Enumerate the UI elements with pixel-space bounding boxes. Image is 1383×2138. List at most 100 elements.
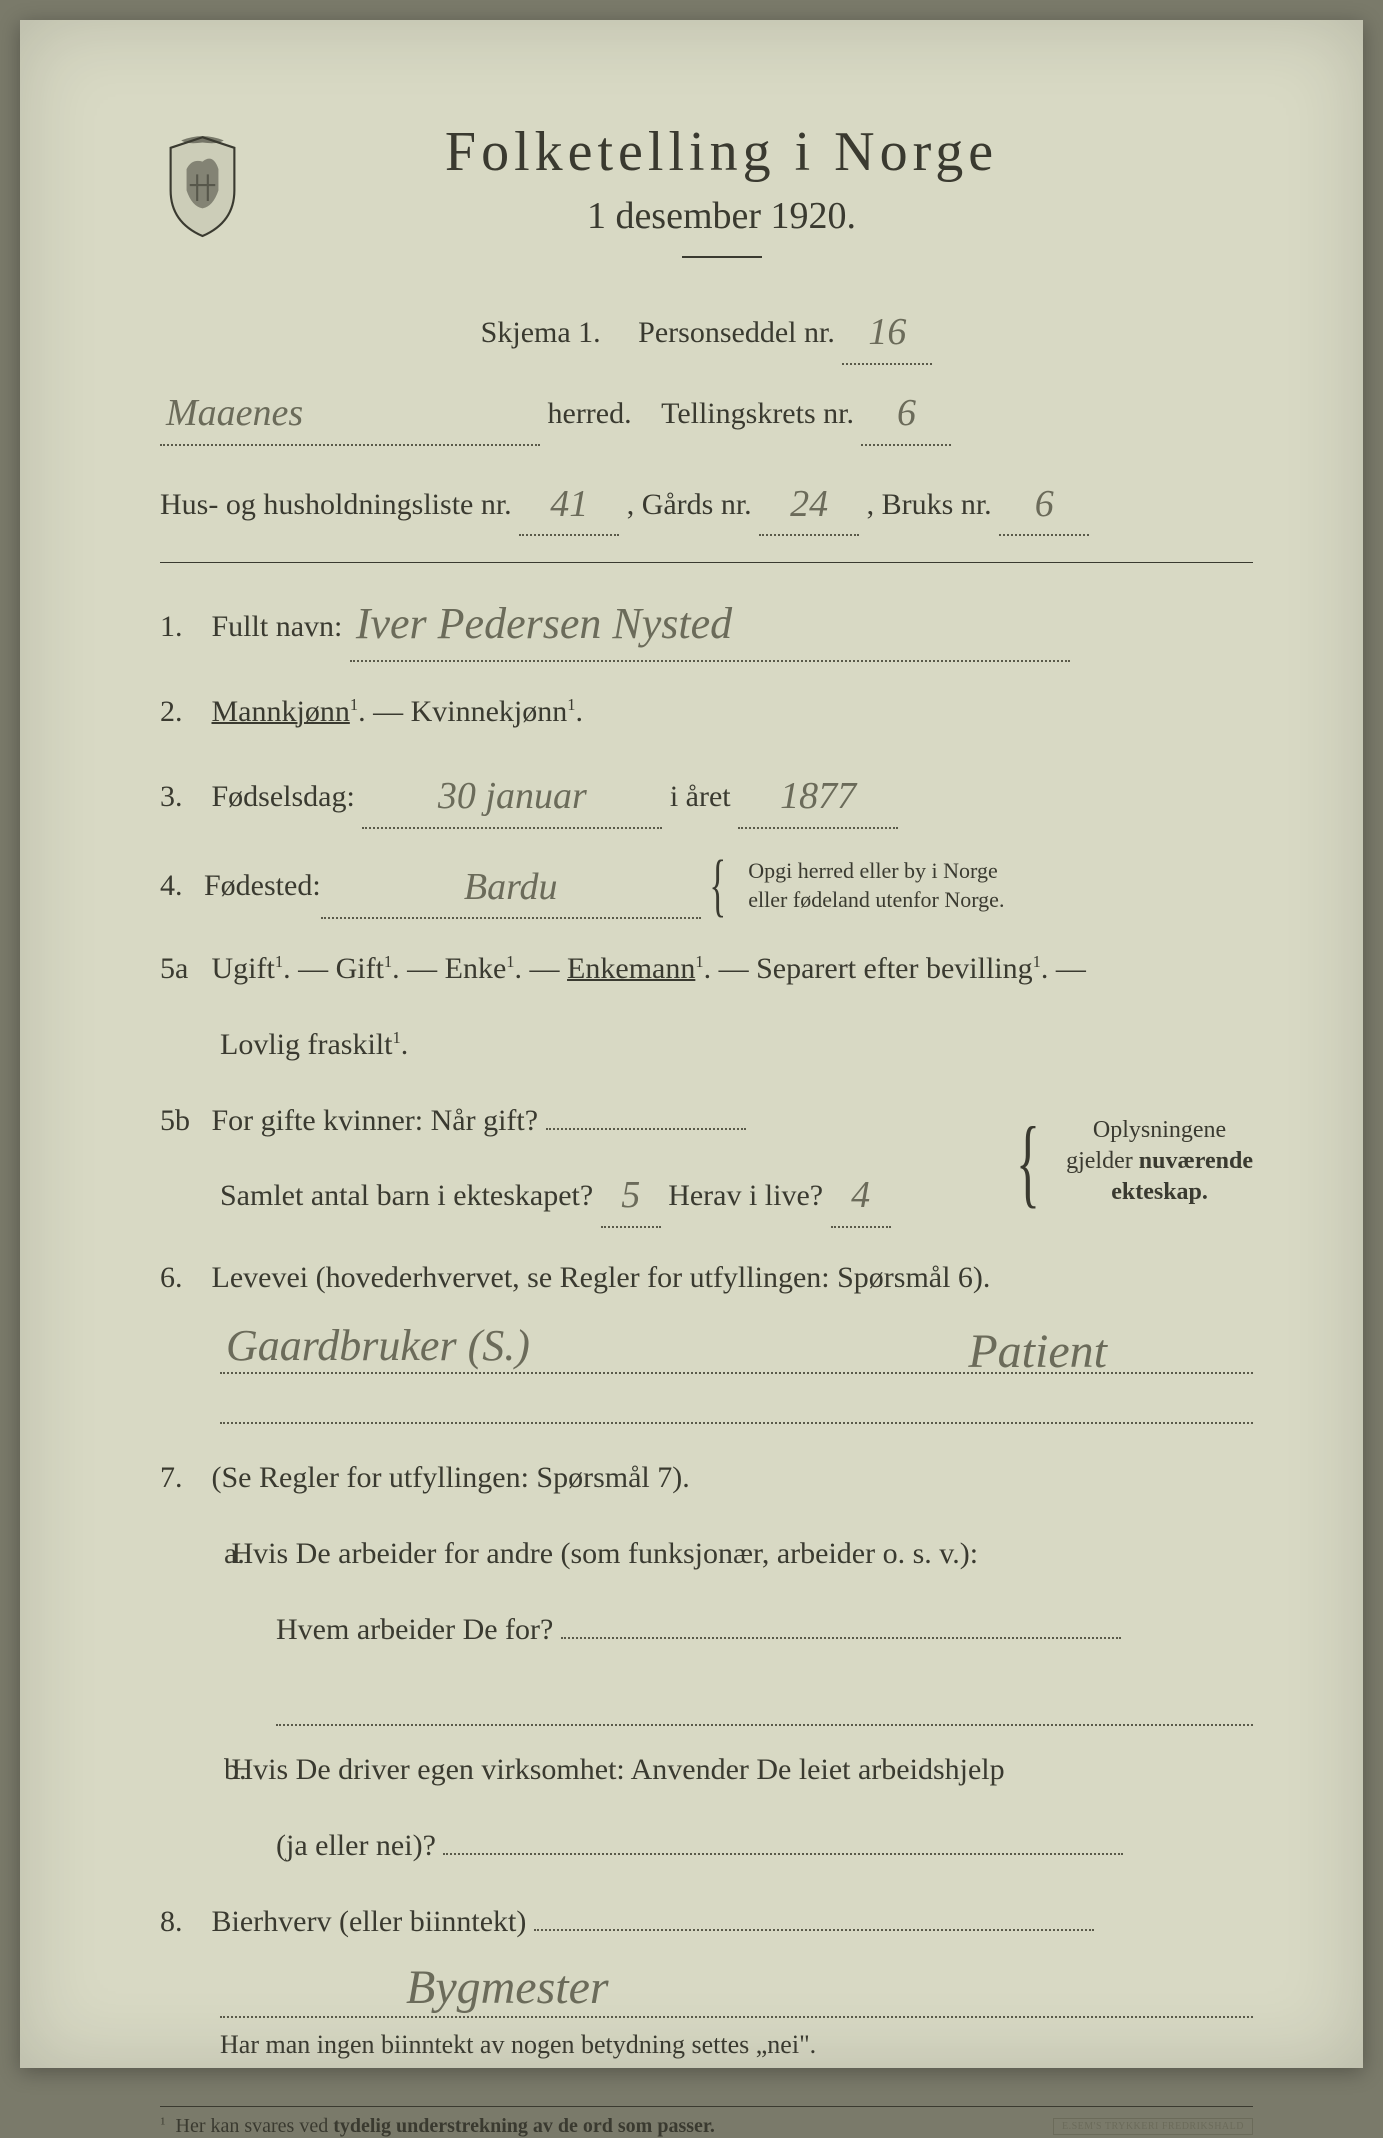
norway-coat-of-arms-icon xyxy=(160,130,245,240)
q3-label: Fødselsdag: xyxy=(212,780,355,813)
q3-year: 1877 xyxy=(738,766,898,829)
q1-value: Iver Pedersen Nysted xyxy=(350,589,1070,661)
q8-value: Bygmester xyxy=(400,1960,615,2015)
section-rule xyxy=(160,562,1253,563)
footnote: 1 Her kan svares ved tydelig understrekn… xyxy=(160,2106,1253,2138)
q6-label: Levevei (hovederhvervet, se Regler for u… xyxy=(212,1261,991,1294)
q1-label: Fullt navn: xyxy=(212,610,343,643)
q6-field2 xyxy=(220,1380,1253,1424)
q5b-note: Oplysningene gjelder nuværende ekteskap. xyxy=(1052,1115,1253,1209)
q5a-ugift: Ugift xyxy=(212,952,275,985)
census-form-page: Folketelling i Norge 1 desember 1920. Sk… xyxy=(20,20,1363,2068)
q5b-line: 5b For gifte kvinner: Når gift? Samlet a… xyxy=(160,1097,1253,1226)
q7b-field xyxy=(443,1853,1123,1855)
schema-label: Skjema 1. xyxy=(481,316,601,349)
q5b-herav-label: Herav i live? xyxy=(668,1179,823,1212)
q6-value1: Gaardbruker (S.) xyxy=(220,1320,536,1371)
q2-num: 2. xyxy=(160,688,204,736)
q8-field1 xyxy=(534,1929,1094,1931)
q2-kvinne: Kvinnekjønn xyxy=(411,695,568,728)
brace-icon: { xyxy=(709,861,726,910)
q2-line: 2. Mannkjønn1. — Kvinnekjønn1. xyxy=(160,688,1253,736)
q3-num: 3. xyxy=(160,773,204,821)
footnote-text: 1 Her kan svares ved tydelig understrekn… xyxy=(160,2115,715,2138)
q5a-enkemann: Enkemann xyxy=(567,952,695,985)
q5b-num: 5b xyxy=(160,1097,204,1145)
q5b-herav: 4 xyxy=(831,1165,891,1228)
q5a-separert: Separert efter bevilling xyxy=(756,952,1033,985)
title-divider xyxy=(682,256,762,258)
printer-mark: E.SEM'S TRYKKERI FREDRIKSHALD xyxy=(1053,2118,1253,2135)
q5a-enke: Enke xyxy=(445,952,507,985)
q7a-label1: Hvis De arbeider for andre (som funksjon… xyxy=(232,1537,979,1570)
q7a-line1: a. Hvis De arbeider for andre (som funks… xyxy=(160,1530,1253,1578)
herred-label: herred. xyxy=(548,397,632,430)
tellingskrets-nr: 6 xyxy=(861,383,951,446)
q3-line: 3. Fødselsdag: 30 januar i året 1877 xyxy=(160,764,1253,827)
husliste-line: Hus- og husholdningsliste nr. 41 , Gårds… xyxy=(160,472,1253,535)
q8-label: Bierhverv (eller biinntekt) xyxy=(212,1905,527,1938)
q8-num: 8. xyxy=(160,1898,204,1946)
q4-note: Opgi herred eller by i Norge eller fødel… xyxy=(734,857,1004,914)
footnote-body: Her kan svares ved tydelig understreknin… xyxy=(176,2115,715,2137)
q1-num: 1. xyxy=(160,603,204,651)
main-title: Folketelling i Norge xyxy=(275,120,1168,184)
q5a-line: 5a Ugift1. — Gift1. — Enke1. — Enkemann1… xyxy=(160,945,1253,993)
husliste-nr: 41 xyxy=(519,474,619,537)
q7-num: 7. xyxy=(160,1454,204,1502)
q7-line: 7. (Se Regler for utfyllingen: Spørsmål … xyxy=(160,1454,1253,1502)
q5b-note-l3: ekteskap. xyxy=(1111,1179,1208,1205)
q7a-field2 xyxy=(276,1682,1253,1726)
bruks-nr: 6 xyxy=(999,474,1089,537)
q5b-label2: Samlet antal barn i ekteskapet? xyxy=(220,1179,593,1212)
husliste-label: Hus- og husholdningsliste nr. xyxy=(160,488,512,521)
q7a-field xyxy=(561,1637,1121,1639)
footnote-num: 1 xyxy=(160,2115,166,2127)
q6-field1: Gaardbruker (S.) Patient xyxy=(220,1330,1253,1374)
q4-note-l1: Opgi herred eller by i Norge xyxy=(748,858,997,883)
q5b-label1: For gifte kvinner: Når gift? xyxy=(212,1104,539,1137)
q5a-line2: Lovlig fraskilt1. xyxy=(160,1021,1253,1069)
q3-year-label: i året xyxy=(670,780,731,813)
herred-name: Maaenes xyxy=(160,383,540,446)
q5a-num: 5a xyxy=(160,945,204,993)
personseddel-nr: 16 xyxy=(842,302,932,365)
q5b-gift-field xyxy=(546,1128,746,1130)
q5b-barn: 5 xyxy=(601,1165,661,1228)
q4-note-l2: eller fødeland utenfor Norge. xyxy=(748,887,1004,912)
q1-line: 1. Fullt navn: Iver Pedersen Nysted xyxy=(160,587,1253,659)
personseddel-label: Personseddel nr. xyxy=(638,316,835,349)
q7b-label1: Hvis De driver egen virksomhet: Anvender… xyxy=(232,1753,1005,1786)
q6-num: 6. xyxy=(160,1254,204,1302)
q2-mann: Mannkjønn xyxy=(212,695,350,728)
bruks-label: , Bruks nr. xyxy=(867,488,992,521)
schema-line: Skjema 1. Personseddel nr. 16 xyxy=(160,300,1253,363)
q4-label: Fødested: xyxy=(204,862,321,910)
q4-num: 4. xyxy=(160,862,204,910)
q7a-num: a. xyxy=(160,1530,224,1578)
q7b-line2: (ja eller nei)? xyxy=(160,1822,1253,1870)
q6-line: 6. Levevei (hovederhvervet, se Regler fo… xyxy=(160,1254,1253,1302)
q7b-label2: (ja eller nei)? xyxy=(276,1829,436,1862)
q8-note: Har man ingen biinntekt av nogen betydni… xyxy=(160,2024,1253,2066)
q7b-line1: b. Hvis De driver egen virksomhet: Anven… xyxy=(160,1746,1253,1794)
gards-label: , Gårds nr. xyxy=(627,488,752,521)
q5a-gift: Gift xyxy=(336,952,384,985)
herred-line: Maaenes herred. Tellingskrets nr. 6 xyxy=(160,381,1253,444)
q7a-label2: Hvem arbeider De for? xyxy=(276,1613,553,1646)
form-body: Skjema 1. Personseddel nr. 16 Maaenes he… xyxy=(160,300,1253,2138)
q5a-fraskilt: Lovlig fraskilt xyxy=(220,1028,392,1061)
q3-day: 30 januar xyxy=(362,766,662,829)
brace-icon: { xyxy=(1016,1127,1040,1197)
q7-label: (Se Regler for utfyllingen: Spørsmål 7). xyxy=(212,1461,690,1494)
q7b-num: b. xyxy=(160,1746,224,1794)
tellingskrets-label: Tellingskrets nr. xyxy=(661,397,854,430)
gards-nr: 24 xyxy=(759,474,859,537)
q6-value2: Patient xyxy=(962,1324,1113,1379)
subtitle: 1 desember 1920. xyxy=(275,194,1168,238)
q4-value: Bardu xyxy=(321,857,701,920)
header: Folketelling i Norge 1 desember 1920. xyxy=(160,120,1253,280)
q5b-note-l1: Oplysningene xyxy=(1093,1117,1226,1143)
q8-field2: Bygmester xyxy=(220,1974,1253,2018)
q5b-note-l2: gjelder nuværende xyxy=(1066,1148,1253,1174)
